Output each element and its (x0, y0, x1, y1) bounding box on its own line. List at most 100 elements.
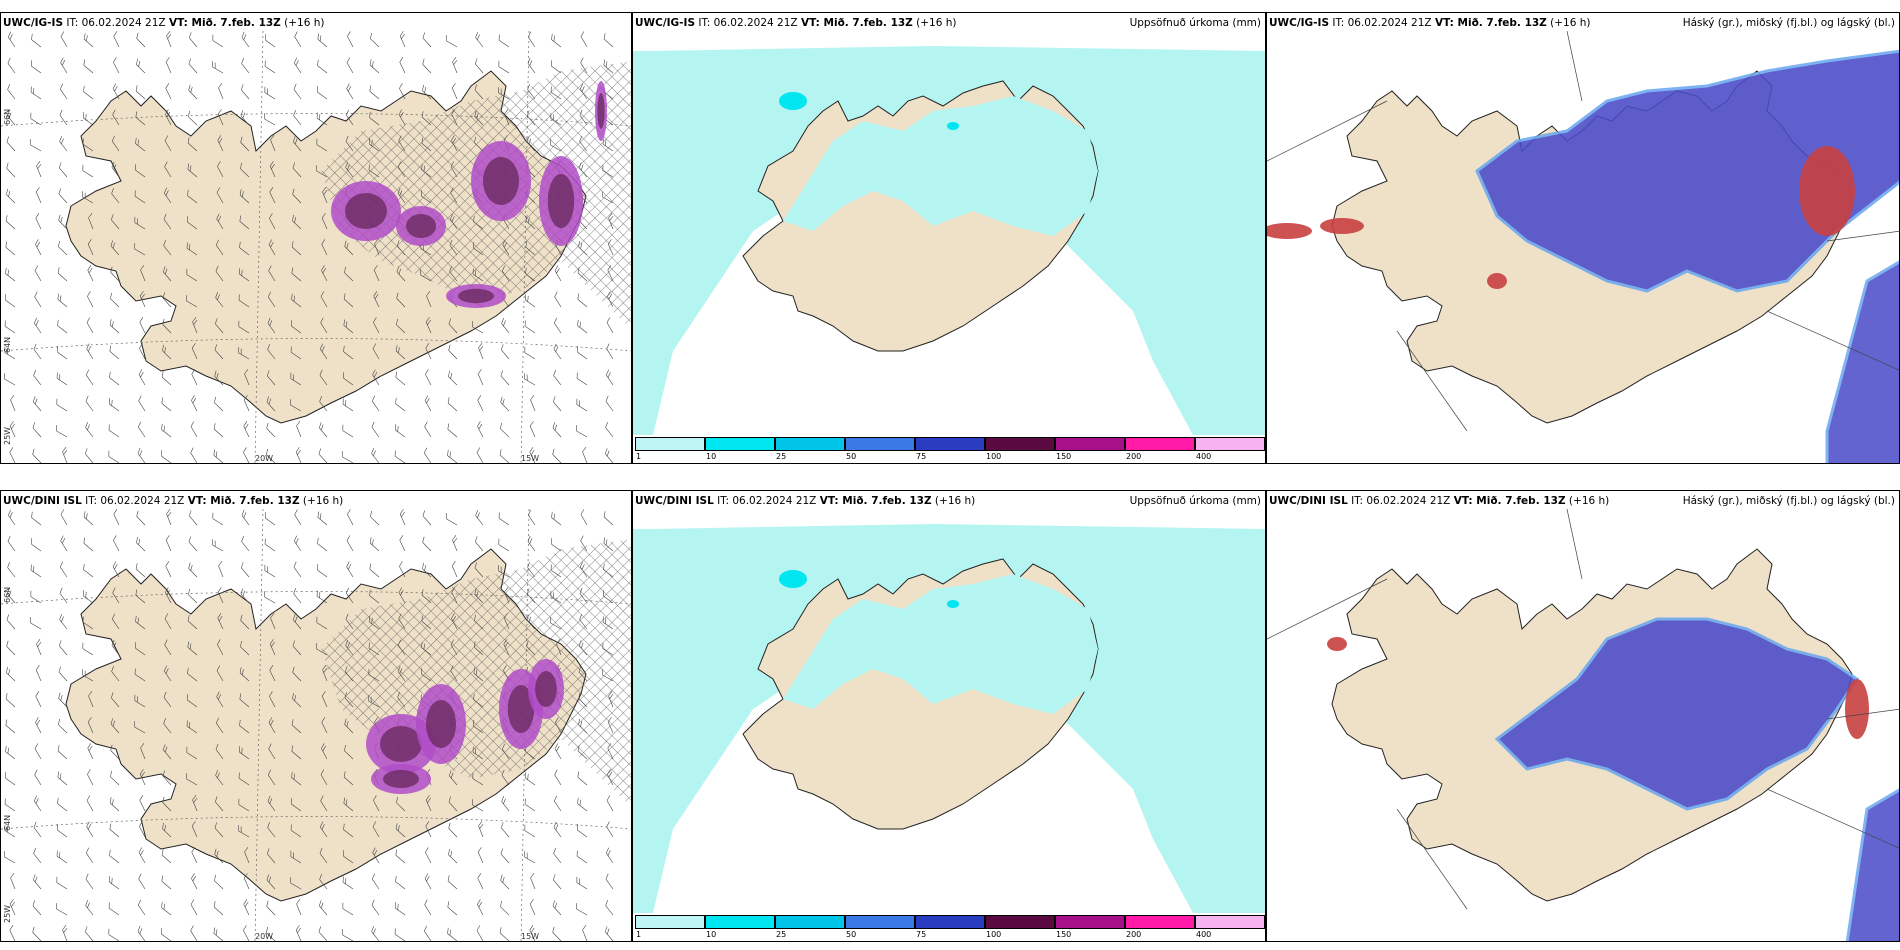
wind-barb (161, 901, 172, 916)
wind-barb (190, 421, 198, 438)
wind-barb (161, 371, 172, 386)
colorbar-label: 1 (636, 452, 642, 461)
wind-barb (164, 161, 172, 178)
lat-label-66n: 66N (3, 586, 12, 603)
lon-label-15w: 15W (521, 454, 540, 463)
wind-barb (4, 346, 16, 360)
wind-barb (111, 161, 120, 178)
wind-barb (524, 320, 536, 334)
wind-barb (425, 821, 432, 838)
wind-barb (372, 369, 380, 386)
wind-barb (135, 589, 146, 604)
wind-barb (86, 847, 94, 864)
wind-barb (241, 562, 250, 578)
high-cloud-patch (1487, 273, 1507, 289)
wind-barb (136, 536, 146, 552)
colorbar-swatch (845, 915, 915, 929)
wind-barb (56, 824, 68, 838)
wind-barb (264, 512, 276, 526)
wind-barb (59, 613, 68, 630)
wind-barb (290, 346, 302, 360)
colorbar-swatch (705, 437, 775, 451)
wind-barb (294, 509, 302, 526)
wind-barb (344, 266, 354, 282)
wind-barb (163, 717, 172, 734)
wind-barb (554, 291, 562, 308)
wind-barb (498, 34, 510, 48)
wind-barb (214, 822, 224, 838)
colorbar-label: 150 (1056, 930, 1072, 939)
wind-barb (477, 369, 484, 386)
wind-barb (112, 83, 120, 100)
wind-barb (217, 587, 224, 604)
wind-barb (553, 847, 562, 864)
wind-barb (319, 847, 328, 864)
wind-barb (109, 319, 120, 334)
wind-barb (216, 239, 224, 256)
wind-barb (238, 798, 250, 812)
wind-barb (56, 346, 68, 360)
wind-barb (398, 109, 406, 126)
wind-barb (138, 847, 146, 864)
wind-barb (372, 395, 380, 412)
wind-barb (529, 421, 536, 438)
wind-barb (239, 719, 250, 734)
wind-barb (189, 510, 198, 526)
wind-barb (9, 447, 16, 463)
wind-barb (399, 83, 406, 100)
wind-barb (7, 588, 16, 604)
wind-barb (605, 873, 614, 890)
wind-barb (294, 535, 302, 552)
wind-barb (399, 535, 406, 552)
wind-barb (215, 796, 224, 812)
wind-barb (372, 847, 380, 864)
wind-barb (165, 83, 172, 100)
wind-barb (290, 372, 302, 386)
wind-barb (110, 770, 120, 786)
wind-barb (5, 241, 16, 256)
wind-barb (472, 799, 484, 812)
panel-title: UWC/IG-IS IT: 06.02.2024 21Z VT: Mið. 7.… (1269, 17, 1591, 29)
wind-barb (56, 876, 68, 890)
wind-barb (606, 317, 614, 334)
wind-barb (212, 34, 224, 48)
wind-barb (82, 669, 94, 682)
colorbar-label: 400 (1196, 930, 1212, 939)
wind-barb (373, 317, 380, 334)
wind-barb (35, 239, 42, 256)
colorbar-swatch (1125, 437, 1195, 451)
wind-barb (452, 57, 458, 74)
colorbar-label: 150 (1056, 452, 1072, 461)
wind-barb (373, 265, 380, 282)
wind-barb (7, 535, 16, 552)
wind-barb (343, 823, 354, 838)
wind-barb (530, 873, 536, 890)
wind-barb (136, 58, 146, 74)
wind-barb (6, 640, 16, 656)
wind-barb (138, 395, 146, 412)
wind-barb (161, 875, 172, 890)
panel-precip-row1: UWC/IG-IS IT: 06.02.2024 21Z VT: Mið. 7.… (632, 12, 1266, 464)
high-cloud-patch (1267, 223, 1312, 239)
wind-barb (30, 617, 42, 630)
wind-barb (134, 216, 146, 230)
wind-barb (320, 769, 328, 786)
wind-barb (395, 371, 406, 386)
wind-barb (524, 772, 536, 786)
wind-barb (35, 187, 42, 204)
wind-barb (344, 240, 354, 256)
snowfall-core (383, 770, 419, 788)
graticule-line (1826, 230, 1899, 242)
wind-barb (34, 265, 42, 282)
precip-hotspot (947, 600, 959, 608)
wind-barb (239, 667, 250, 682)
wind-barb (58, 718, 68, 734)
wind-barb (86, 317, 94, 334)
panel-title: UWC/IG-IS IT: 06.02.2024 21Z VT: Mið. 7.… (635, 17, 957, 29)
wind-barb (9, 421, 16, 438)
wind-barb (269, 639, 276, 656)
wind-barb (4, 373, 16, 386)
colorbar-label: 50 (846, 452, 857, 461)
panel-title: UWC/DINI ISL IT: 06.02.2024 21Z VT: Mið.… (1269, 495, 1610, 507)
wind-barb (320, 795, 328, 812)
